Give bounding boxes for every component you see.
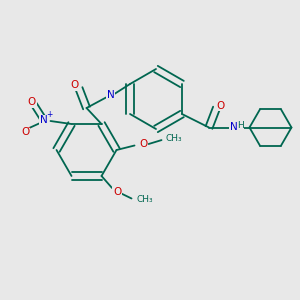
Text: H: H — [108, 93, 115, 102]
Text: O: O — [216, 100, 224, 111]
Text: H: H — [237, 121, 244, 130]
Text: O: O — [21, 128, 29, 137]
Text: CH₃: CH₃ — [165, 134, 182, 143]
Text: CH₃: CH₃ — [136, 196, 153, 205]
Text: N: N — [230, 122, 238, 132]
Text: O: O — [113, 187, 121, 196]
Text: N: N — [40, 115, 47, 125]
Text: N: N — [107, 90, 114, 100]
Text: -: - — [28, 123, 30, 132]
Text: +: + — [46, 110, 52, 119]
Text: O: O — [28, 97, 36, 107]
Text: O: O — [140, 139, 148, 149]
Text: O: O — [70, 80, 79, 91]
